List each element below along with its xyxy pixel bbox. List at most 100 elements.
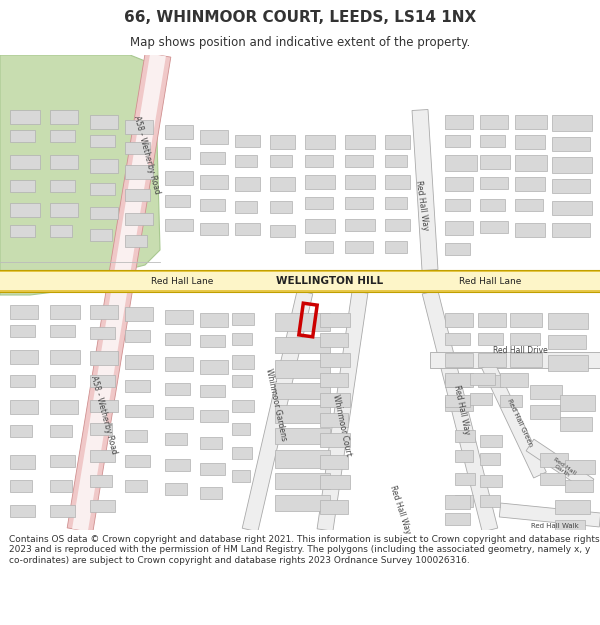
Polygon shape	[565, 480, 593, 492]
Polygon shape	[270, 225, 295, 237]
Polygon shape	[445, 495, 470, 509]
Polygon shape	[10, 505, 35, 517]
Polygon shape	[90, 450, 115, 462]
Polygon shape	[320, 455, 348, 469]
Polygon shape	[90, 207, 118, 219]
Polygon shape	[50, 455, 75, 467]
Polygon shape	[320, 500, 348, 514]
Polygon shape	[445, 513, 470, 525]
Polygon shape	[235, 177, 260, 191]
Polygon shape	[67, 53, 171, 532]
Polygon shape	[200, 152, 225, 164]
Text: A58 - Wetherby Road: A58 - Wetherby Road	[132, 115, 162, 195]
Polygon shape	[422, 290, 498, 532]
Polygon shape	[10, 180, 35, 192]
Polygon shape	[165, 383, 190, 395]
Polygon shape	[499, 503, 600, 527]
Polygon shape	[90, 375, 115, 387]
Polygon shape	[232, 423, 250, 435]
Polygon shape	[548, 313, 588, 329]
Polygon shape	[275, 337, 330, 353]
Text: Contains OS data © Crown copyright and database right 2021. This information is : Contains OS data © Crown copyright and d…	[9, 535, 599, 564]
Polygon shape	[565, 460, 595, 474]
Polygon shape	[125, 405, 153, 417]
Polygon shape	[125, 455, 150, 467]
Polygon shape	[445, 373, 473, 387]
Polygon shape	[232, 375, 252, 387]
Polygon shape	[530, 405, 560, 419]
Polygon shape	[200, 410, 228, 422]
Polygon shape	[125, 213, 153, 225]
Polygon shape	[50, 375, 75, 387]
Polygon shape	[50, 180, 75, 192]
Polygon shape	[10, 225, 35, 237]
Polygon shape	[50, 425, 72, 437]
Polygon shape	[50, 155, 78, 169]
Polygon shape	[90, 183, 115, 195]
Polygon shape	[90, 159, 118, 173]
Polygon shape	[515, 223, 545, 237]
Polygon shape	[165, 333, 190, 345]
Polygon shape	[275, 473, 330, 489]
Text: Whinmoor Gardens: Whinmoor Gardens	[264, 368, 288, 442]
Polygon shape	[125, 235, 147, 247]
Polygon shape	[200, 437, 222, 449]
Bar	[0, 270, 600, 292]
Polygon shape	[10, 425, 32, 437]
Polygon shape	[445, 115, 473, 129]
Polygon shape	[385, 241, 407, 253]
Polygon shape	[552, 157, 592, 173]
Polygon shape	[50, 400, 78, 414]
Polygon shape	[270, 155, 292, 167]
Polygon shape	[345, 197, 373, 209]
Text: Red Hall Walk: Red Hall Walk	[531, 523, 579, 529]
Polygon shape	[90, 475, 112, 487]
Polygon shape	[200, 223, 228, 235]
Text: Red Hall Way: Red Hall Way	[414, 179, 430, 231]
Polygon shape	[515, 199, 543, 211]
Text: Red Hall
Garth: Red Hall Garth	[549, 457, 577, 481]
Text: Red Hall Drive: Red Hall Drive	[493, 346, 547, 355]
Polygon shape	[455, 473, 475, 485]
Polygon shape	[555, 520, 585, 532]
Polygon shape	[320, 333, 348, 347]
Polygon shape	[232, 470, 250, 482]
Polygon shape	[345, 219, 375, 231]
Polygon shape	[270, 201, 292, 213]
Text: Red Hall Way: Red Hall Way	[452, 384, 472, 436]
Polygon shape	[455, 450, 473, 462]
Polygon shape	[445, 353, 473, 367]
Polygon shape	[165, 433, 187, 445]
Polygon shape	[445, 155, 477, 171]
Polygon shape	[10, 350, 38, 364]
Polygon shape	[560, 417, 592, 431]
Polygon shape	[478, 353, 506, 367]
Polygon shape	[90, 135, 115, 147]
Polygon shape	[480, 435, 502, 447]
Polygon shape	[232, 447, 252, 459]
Polygon shape	[480, 475, 502, 487]
Polygon shape	[125, 330, 150, 342]
Polygon shape	[200, 175, 228, 189]
Polygon shape	[320, 353, 350, 367]
Polygon shape	[385, 175, 410, 189]
Polygon shape	[275, 450, 330, 468]
Text: 66, WHINMOOR COURT, LEEDS, LS14 1NX: 66, WHINMOOR COURT, LEEDS, LS14 1NX	[124, 10, 476, 25]
Polygon shape	[317, 291, 368, 531]
Polygon shape	[478, 375, 503, 387]
Polygon shape	[275, 495, 330, 511]
Bar	[0, 272, 600, 290]
Polygon shape	[50, 110, 78, 124]
Polygon shape	[345, 175, 375, 189]
Polygon shape	[305, 175, 335, 189]
Polygon shape	[345, 155, 373, 167]
Polygon shape	[480, 221, 508, 233]
Polygon shape	[305, 219, 335, 233]
Polygon shape	[165, 171, 193, 185]
Polygon shape	[235, 223, 260, 235]
Polygon shape	[445, 177, 473, 191]
Text: Red Hall Lane: Red Hall Lane	[151, 276, 213, 286]
Polygon shape	[200, 335, 225, 347]
Polygon shape	[50, 305, 80, 319]
Polygon shape	[90, 327, 115, 339]
